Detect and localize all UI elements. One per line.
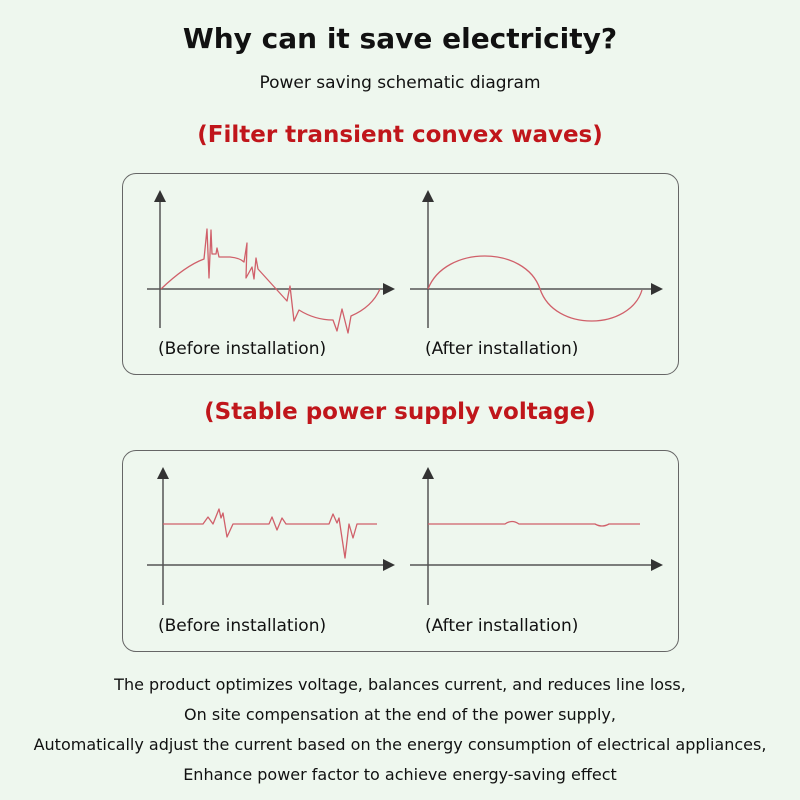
stable-diagram-panel bbox=[122, 450, 679, 652]
before-label: (Before installation) bbox=[158, 339, 327, 359]
description-line: The product optimizes voltage, balances … bbox=[114, 675, 686, 694]
wave-before-distorted bbox=[160, 228, 381, 334]
before-label: (Before installation) bbox=[158, 616, 327, 636]
page-title: Why can it save electricity? bbox=[182, 22, 618, 55]
description-line: Enhance power factor to achieve energy-s… bbox=[183, 765, 617, 784]
wave-before-voltage bbox=[163, 508, 377, 559]
after-label: (After installation) bbox=[425, 339, 579, 359]
wave-after-voltage bbox=[428, 520, 640, 527]
section-heading-filter: (Filter transient convex waves) bbox=[197, 122, 603, 148]
wave-after-sine bbox=[427, 255, 643, 322]
description-line: Automatically adjust the current based o… bbox=[33, 735, 767, 754]
description-line: On site compensation at the end of the p… bbox=[184, 705, 616, 724]
section-heading-stable: (Stable power supply voltage) bbox=[204, 399, 596, 425]
filter-diagram-panel bbox=[122, 173, 679, 375]
subtitle: Power saving schematic diagram bbox=[259, 73, 541, 93]
after-label: (After installation) bbox=[425, 616, 579, 636]
